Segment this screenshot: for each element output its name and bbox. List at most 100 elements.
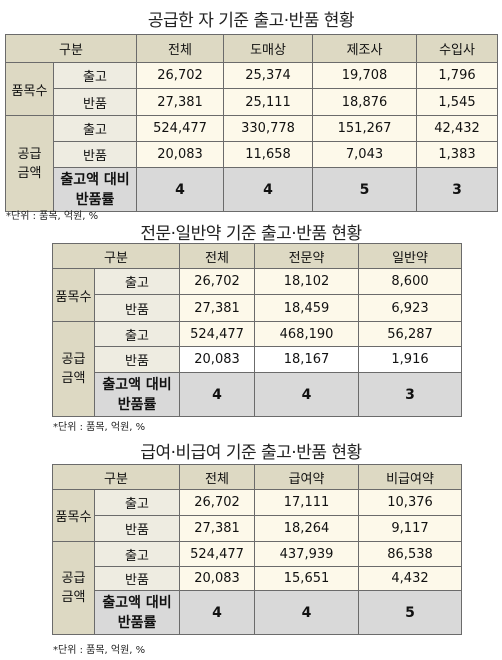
row-label-out: 출고 <box>93 541 181 567</box>
group-item-count: 품목수 <box>5 62 54 116</box>
cell-ratio: 3 <box>358 372 463 417</box>
table1-title: 공급한 자 기준 출고·반품 현황 <box>147 11 355 31</box>
header-category: 구분 <box>4 34 138 63</box>
header-category: 구분 <box>51 464 181 490</box>
cell-value: 524,477 <box>179 321 256 347</box>
cell-value: 42,432 <box>416 115 499 142</box>
cell-value: 18,264 <box>254 515 360 542</box>
cell-value: 17,111 <box>254 489 360 516</box>
ratio-label-line: 반품률 <box>117 396 157 413</box>
cell-value: 330,778 <box>223 115 314 142</box>
cell-value: 15,651 <box>254 566 360 591</box>
group-supply-amount: 공급 금액 <box>52 541 95 635</box>
cell-value: 1,916 <box>358 346 463 373</box>
group-label-line: 금액 <box>61 371 86 386</box>
cell-value: 7,043 <box>312 141 418 168</box>
table3-title: 급여·비급여 기준 출고·반품 현황 <box>140 443 362 463</box>
group-supply-amount: 공급 금액 <box>5 115 54 212</box>
cell-value: 18,102 <box>254 268 360 295</box>
header-otc: 일반약 <box>358 243 463 269</box>
cell-value: 10,376 <box>358 489 463 516</box>
cell-value: 25,111 <box>223 88 314 116</box>
cell-value: 27,381 <box>179 294 256 322</box>
ratio-label-line: 반품률 <box>117 614 157 631</box>
group-item-count: 품목수 <box>52 268 95 322</box>
table2-title: 전문·일반약 기준 출고·반품 현황 <box>140 224 362 244</box>
cell-value: 20,083 <box>136 141 225 168</box>
ratio-label-line: 출고액 대비 <box>60 171 130 188</box>
cell-value: 25,374 <box>223 62 314 89</box>
group-supply-amount: 공급 금액 <box>52 321 95 417</box>
cell-value: 524,477 <box>136 115 225 142</box>
cell-ratio: 4 <box>179 590 256 635</box>
ratio-label-line: 출고액 대비 <box>102 376 172 393</box>
cell-ratio: 4 <box>136 167 225 212</box>
ratio-label-line: 반품률 <box>75 191 115 208</box>
header-manufacturer: 제조사 <box>312 34 418 63</box>
table3: 구분 전체 급여약 비급여약 품목수 출고 26,702 17,111 10,3… <box>51 464 463 635</box>
cell-value: 1,383 <box>416 141 499 168</box>
cell-ratio: 5 <box>358 590 463 635</box>
cell-value: 11,658 <box>223 141 314 168</box>
cell-value: 468,190 <box>254 321 360 347</box>
group-item-count: 품목수 <box>52 489 95 542</box>
cell-value: 26,702 <box>179 489 256 516</box>
header-total: 전체 <box>179 243 256 269</box>
header-importer: 수입사 <box>416 34 499 63</box>
cell-ratio: 4 <box>254 590 360 635</box>
group-label-line: 공급 <box>17 146 42 162</box>
cell-value: 6,923 <box>358 294 463 322</box>
header-non-covered: 비급여약 <box>358 464 463 490</box>
row-label-out: 출고 <box>93 268 181 295</box>
row-label-return: 반품 <box>93 294 181 322</box>
row-label-out: 출고 <box>52 115 138 142</box>
row-label-out: 출고 <box>52 62 138 89</box>
group-label-line: 금액 <box>17 165 42 181</box>
cell-value: 18,876 <box>312 88 418 116</box>
cell-value: 437,939 <box>254 541 360 567</box>
cell-ratio: 4 <box>254 372 360 417</box>
cell-ratio: 4 <box>179 372 256 417</box>
cell-ratio: 3 <box>416 167 499 212</box>
cell-value: 1,796 <box>416 62 499 89</box>
header-total: 전체 <box>136 34 225 63</box>
cell-value: 27,381 <box>179 515 256 542</box>
header-category: 구분 <box>51 243 181 269</box>
cell-value: 20,083 <box>179 346 256 373</box>
row-label-return: 반품 <box>52 88 138 116</box>
row-label-return: 반품 <box>93 566 181 591</box>
table2: 구분 전체 전문약 일반약 품목수 출고 26,702 18,102 8,600… <box>51 243 463 417</box>
cell-value: 524,477 <box>179 541 256 567</box>
cell-value: 18,459 <box>254 294 360 322</box>
cell-value: 4,432 <box>358 566 463 591</box>
cell-value: 27,381 <box>136 88 225 116</box>
cell-value: 20,083 <box>179 566 256 591</box>
row-label-return: 반품 <box>93 515 181 542</box>
cell-value: 19,708 <box>312 62 418 89</box>
cell-value: 86,538 <box>358 541 463 567</box>
cell-value: 1,545 <box>416 88 499 116</box>
cell-value: 9,117 <box>358 515 463 542</box>
row-label-return-ratio: 출고액 대비 반품률 <box>93 590 181 635</box>
table1-unit-note: *단위 : 품목, 억원, % <box>6 211 99 222</box>
cell-value: 26,702 <box>136 62 225 89</box>
header-covered: 급여약 <box>254 464 360 490</box>
table1: 구분 전체 도매상 제조사 수입사 품목수 출고 26,702 25,374 1… <box>4 34 499 212</box>
cell-value: 18,167 <box>254 346 360 373</box>
group-label-line: 공급 <box>61 571 86 586</box>
cell-value: 8,600 <box>358 268 463 295</box>
ratio-label-line: 출고액 대비 <box>102 594 172 611</box>
cell-value: 56,287 <box>358 321 463 347</box>
header-prescription: 전문약 <box>254 243 360 269</box>
group-label-line: 공급 <box>61 352 86 367</box>
table2-unit-note: *단위 : 품목, 억원, % <box>53 422 146 433</box>
row-label-return-ratio: 출고액 대비 반품률 <box>93 372 181 417</box>
header-wholesaler: 도매상 <box>223 34 314 63</box>
row-label-out: 출고 <box>93 321 181 347</box>
cell-value: 26,702 <box>179 268 256 295</box>
row-label-return: 반품 <box>52 141 138 168</box>
cell-value: 151,267 <box>312 115 418 142</box>
cell-ratio: 4 <box>223 167 314 212</box>
table3-unit-note: *단위 : 품목, 억원, % <box>53 645 146 656</box>
row-label-return-ratio: 출고액 대비 반품률 <box>52 167 138 212</box>
